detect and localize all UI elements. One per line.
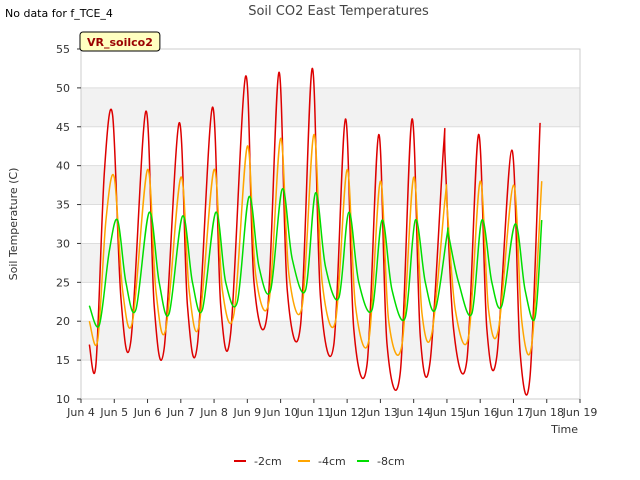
plot-frame xyxy=(80,48,581,400)
x-tick-label: Jun 19 xyxy=(562,406,598,419)
y-tick-label: 35 xyxy=(56,199,70,212)
x-tick-label: Jun 17 xyxy=(495,406,531,419)
legend-label: -8cm xyxy=(377,455,405,468)
x-tick-label: Jun 8 xyxy=(199,406,228,419)
x-tick-label: Jun 10 xyxy=(262,406,298,419)
y-tick-label: 30 xyxy=(56,237,70,250)
x-tick-label: Jun 5 xyxy=(99,406,128,419)
y-tick-label: 55 xyxy=(56,43,70,56)
series-line-4cm xyxy=(88,133,543,356)
x-tick-label: Jun 16 xyxy=(462,406,498,419)
legend: -2cm -4cm -8cm xyxy=(234,455,405,468)
legend-label: -4cm xyxy=(318,455,346,468)
y-tick-label: 40 xyxy=(56,160,70,173)
grid-band xyxy=(81,360,580,399)
series-line-2cm xyxy=(88,67,541,396)
grid-band xyxy=(81,87,580,127)
y-tick-label: 15 xyxy=(56,354,70,367)
y-tick-label: 45 xyxy=(56,121,70,134)
x-tick-label: Jun 14 xyxy=(395,406,431,419)
y-tick-label: 50 xyxy=(56,82,70,95)
x-tick-label: Jun 4 xyxy=(66,406,95,419)
grid-band xyxy=(81,126,580,166)
legend-label: -2cm xyxy=(254,455,282,468)
y-tick-label: 10 xyxy=(56,393,70,406)
x-tick-label: Jun 13 xyxy=(362,406,398,419)
x-tick-label: Jun 11 xyxy=(296,406,332,419)
site-label-text: VR_soilco2 xyxy=(87,36,153,49)
grid-band xyxy=(81,49,580,88)
grid-band xyxy=(81,243,580,283)
series-group xyxy=(88,67,543,396)
x-tick-label: Jun 9 xyxy=(232,406,261,419)
x-tick-label: Jun 15 xyxy=(429,406,465,419)
x-axis-label: Time xyxy=(550,423,578,436)
x-tick-label: Jun 7 xyxy=(166,406,195,419)
no-data-note: No data for f_TCE_4 xyxy=(5,7,113,20)
x-tick-label: Jun 6 xyxy=(133,406,162,419)
y-tick-label: 20 xyxy=(56,315,70,328)
site-label: VR_soilco2 xyxy=(79,31,161,52)
chart-title: Soil CO2 East Temperatures xyxy=(248,4,429,19)
x-axis: Jun 4 Jun 5 Jun 6 Jun 7 Jun 8 Jun 9 Jun 10Jun … xyxy=(66,399,597,419)
grid-bands xyxy=(81,49,580,400)
x-tick-label: Jun 18 xyxy=(528,406,564,419)
x-tick-label: Jun 12 xyxy=(329,406,365,419)
y-tick-label: 25 xyxy=(56,276,70,289)
series-line-8cm xyxy=(88,188,543,328)
grid-band xyxy=(81,204,580,244)
y-axis: 10 15 20 25 30 35 40 45 50 55 xyxy=(56,43,81,406)
y-axis-label: Soil Temperature (C) xyxy=(7,168,20,281)
grid-band xyxy=(81,165,580,205)
